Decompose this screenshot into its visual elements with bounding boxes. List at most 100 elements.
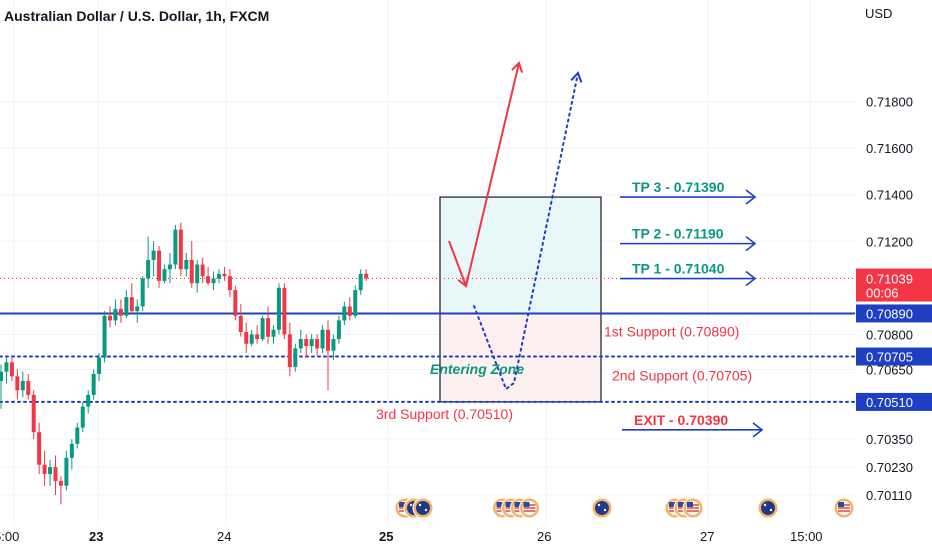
us-flag-canton <box>399 502 405 507</box>
candle-body <box>200 264 205 277</box>
candle-body <box>140 278 145 307</box>
candle-body <box>293 348 298 367</box>
candle-body <box>86 394 91 407</box>
candle-body <box>260 318 265 340</box>
target-2-label: TP 2 - 0.71190 <box>632 226 724 242</box>
candle-body <box>97 357 102 374</box>
chart-title: Australian Dollar / U.S. Dollar, 1h, FXC… <box>4 8 269 24</box>
us-flag-canton <box>669 502 675 507</box>
candle-body <box>75 427 80 444</box>
level-tag-value: 0.70510 <box>866 395 913 410</box>
au-flag-star <box>409 503 413 507</box>
price-tick-label: 0.70650 <box>866 362 913 377</box>
arrow-head <box>570 71 583 83</box>
au-flag-icon[interactable] <box>761 501 775 515</box>
price-tick-label: 0.70800 <box>866 327 913 342</box>
au-flag-icon[interactable] <box>416 501 430 515</box>
candle-body <box>26 380 31 395</box>
candle-body <box>244 332 249 344</box>
candle-body <box>118 308 123 316</box>
target-3-arrow <box>745 189 757 205</box>
au-flag-star <box>424 508 428 512</box>
candle-body <box>217 273 221 279</box>
candle-body <box>347 306 352 316</box>
us-flag-canton <box>523 502 530 507</box>
level-tag <box>856 392 932 411</box>
candle-body <box>64 457 69 486</box>
candle-body <box>4 362 9 372</box>
candle-body <box>0 371 3 381</box>
entering-zone-label: Entering Zone <box>430 361 524 377</box>
au-flag-star <box>603 508 607 512</box>
candle-body <box>255 334 260 340</box>
au-flag-star <box>597 503 601 507</box>
candle-body <box>304 339 309 347</box>
red-arrow-down <box>448 240 467 287</box>
countdown-value: 00:06 <box>866 286 899 301</box>
au-flag-icon[interactable] <box>595 501 609 515</box>
time-tick-label: 5:00 <box>0 529 19 544</box>
candle-body <box>287 334 292 367</box>
target-3-label: TP 3 - 0.71390 <box>632 179 725 195</box>
au-flag-star <box>769 508 773 512</box>
candle-body <box>146 259 151 279</box>
support-label: 3rd Support (0.70510) <box>376 406 513 422</box>
target-1-label: TP 1 - 0.71040 <box>632 261 725 277</box>
exit-arrow <box>752 422 764 438</box>
candle-body <box>53 467 58 482</box>
price-tick-label: 0.71800 <box>866 95 913 110</box>
candle-body <box>9 362 14 377</box>
us-flag-canton <box>678 502 684 507</box>
candle-body <box>184 259 189 270</box>
price-axis[interactable]: 0.71800 0.71600 0.71400 0.71200 0.70800 0.706… <box>856 95 932 503</box>
candle-body <box>326 329 330 351</box>
candle-body <box>102 315 107 358</box>
event-markers[interactable] <box>394 497 855 519</box>
candle-body <box>157 250 162 281</box>
candles <box>0 222 369 505</box>
target-1-arrow <box>745 270 757 287</box>
candle-body <box>173 229 178 265</box>
price-tick-label: 0.71600 <box>866 141 913 156</box>
candle-body <box>266 318 271 337</box>
candle-body <box>91 373 96 395</box>
candle-body <box>353 290 358 316</box>
candle-body <box>162 269 167 281</box>
candle-body <box>358 273 363 291</box>
arrow-head <box>511 61 524 73</box>
us-flag-canton <box>505 502 512 507</box>
time-axis[interactable]: 5:00 23 24 25 26 27 15:00 <box>0 529 823 544</box>
candle-body <box>15 376 20 391</box>
time-tick-label: 25 <box>379 529 393 544</box>
price-tick-label: 0.71200 <box>866 234 913 249</box>
au-flag-star <box>763 503 767 507</box>
zone-border <box>439 196 602 403</box>
candle-body <box>20 380 25 391</box>
candle-body <box>58 481 63 486</box>
candle-body <box>342 306 347 321</box>
profit-zone <box>440 197 601 314</box>
candle-body <box>282 287 287 335</box>
candle-body <box>222 273 227 277</box>
candle-body <box>42 464 47 475</box>
candle-body <box>108 315 112 321</box>
candle-body <box>276 287 281 330</box>
candle-body <box>151 250 156 260</box>
time-tick-label: 23 <box>89 529 103 544</box>
candle-body <box>298 339 303 349</box>
time-tick-label: 27 <box>700 529 714 544</box>
current-price-tag <box>856 268 932 302</box>
candle-body <box>135 306 140 312</box>
candle-body <box>233 290 238 316</box>
candle-body <box>69 443 74 458</box>
candle-body <box>336 320 341 340</box>
currency-label: USD <box>865 6 892 21</box>
us-flag-canton <box>838 502 844 507</box>
level-tag <box>856 347 932 366</box>
candle-body <box>167 264 172 270</box>
current-price-value: 0.71039 <box>866 272 913 287</box>
support-label: 1st Support (0.70890) <box>604 323 739 339</box>
candle-body <box>195 264 200 284</box>
candle-body <box>48 467 53 475</box>
